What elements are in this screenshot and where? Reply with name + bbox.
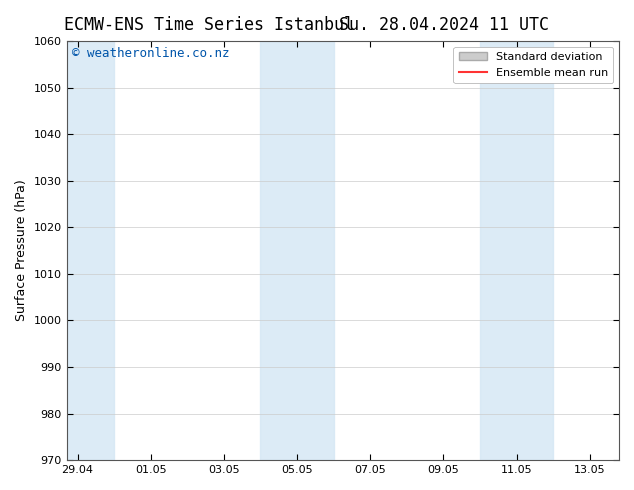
Text: Su. 28.04.2024 11 UTC: Su. 28.04.2024 11 UTC [339, 16, 549, 34]
Bar [261, 41, 333, 460]
Text: © weatheronline.co.nz: © weatheronline.co.nz [72, 48, 230, 60]
Legend: Standard deviation, Ensemble mean run: Standard deviation, Ensemble mean run [453, 47, 614, 83]
Bar [67, 41, 114, 460]
Y-axis label: Surface Pressure (hPa): Surface Pressure (hPa) [15, 180, 28, 321]
Bar [480, 41, 553, 460]
Text: ECMW-ENS Time Series Istanbul: ECMW-ENS Time Series Istanbul [64, 16, 354, 34]
